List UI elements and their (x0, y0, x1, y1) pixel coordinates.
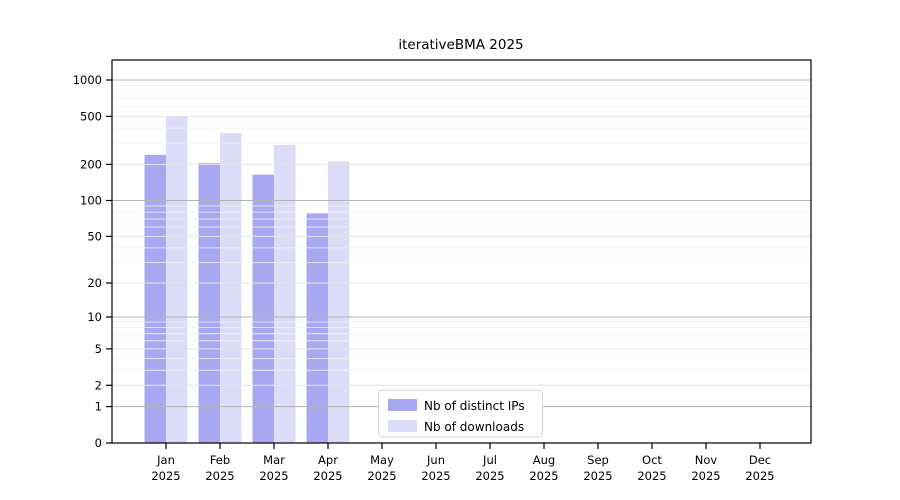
x-tick-label-dec: Dec 2025 (745, 453, 774, 483)
y-tick-label-2: 2 (95, 378, 102, 392)
y-tick-label-50: 50 (87, 229, 102, 243)
plot-border (111, 59, 812, 444)
x-tick-label-feb: Feb 2025 (205, 453, 234, 483)
bar-downloads-feb (220, 132, 242, 443)
y-tick-label-1: 1 (95, 400, 102, 414)
x-tick-label-jun: Jun 2025 (421, 453, 450, 483)
legend-swatch-downloads (388, 420, 417, 432)
x-tick-label-may: May 2025 (367, 453, 396, 483)
axis-layer: 0 1 2 5 10 20 50 100 200 500 1000 Jan 2025 Feb 2025 Mar… (73, 73, 775, 483)
bar-downloads-jan (166, 116, 188, 444)
legend-swatch-distinct-ips (388, 399, 417, 411)
y-tick-label-20: 20 (87, 276, 102, 290)
legend-box (378, 389, 543, 438)
y-tick-label-1000: 1000 (73, 73, 102, 87)
x-tick-label-mar: Mar 2025 (259, 453, 288, 483)
legend-label-distinct-ips: Nb of distinct IPs (424, 399, 525, 413)
bar-downloads-apr (328, 161, 350, 444)
y-tick-label-10: 10 (87, 310, 102, 324)
x-tick-label-sep: Sep 2025 (583, 453, 612, 483)
y-tick-label-5: 5 (95, 342, 102, 356)
grid-layer (112, 79, 811, 408)
y-tick-label-200: 200 (80, 157, 102, 171)
x-tick-label-jan: Jan 2025 (151, 453, 180, 483)
legend-label-downloads: Nb of downloads (424, 420, 524, 434)
legend: Nb of distinct IPs Nb of downloads (378, 389, 543, 438)
bar-distinct-ips-mar (252, 174, 274, 443)
y-tick-label-500: 500 (80, 109, 102, 123)
x-tick-label-apr: Apr 2025 (313, 453, 342, 483)
bar-distinct-ips-jan (144, 154, 166, 444)
x-tick-label-nov: Nov 2025 (691, 453, 720, 483)
x-tick-label-oct: Oct 2025 (637, 453, 666, 483)
chart-title: iterativeBMA 2025 (398, 37, 523, 53)
bar-distinct-ips-feb (198, 163, 220, 443)
y-tick-label-100: 100 (80, 194, 102, 208)
x-tick-label-aug: Aug 2025 (529, 453, 558, 483)
x-tick-label-jul: Jul 2025 (475, 453, 504, 483)
bars-layer (144, 116, 350, 444)
y-tick-label-0: 0 (95, 436, 102, 450)
bar-downloads-mar (274, 144, 296, 443)
